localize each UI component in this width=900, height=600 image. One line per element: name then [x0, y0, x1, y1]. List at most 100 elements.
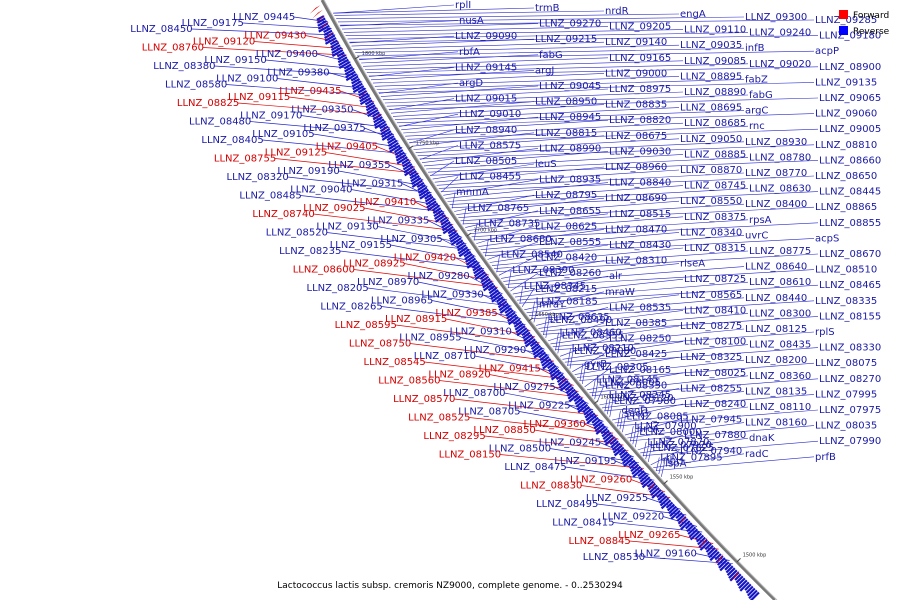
reverse-gene-label[interactable]: LLNZ_09175	[182, 18, 244, 29]
reverse-gene-label[interactable]: LLNZ_09445	[233, 12, 295, 23]
reverse-gene-label[interactable]: LLNZ_09205	[609, 22, 671, 33]
forward-gene-label[interactable]: LLNZ_08920	[428, 370, 490, 381]
reverse-gene-label[interactable]: LLNZ_09155	[330, 240, 392, 251]
reverse-gene-label[interactable]: LLNZ_09035	[680, 40, 742, 51]
reverse-gene-label[interactable]: LLNZ_09355	[328, 160, 390, 171]
reverse-gene-label[interactable]: LLNZ_08470	[605, 224, 667, 235]
reverse-gene-label[interactable]: uvrC	[745, 230, 768, 241]
reverse-gene-label[interactable]: gyrB	[584, 359, 607, 370]
reverse-gene-label[interactable]: LLNZ_09145	[455, 62, 517, 73]
forward-gene-label[interactable]: LLNZ_09125	[265, 148, 327, 159]
reverse-gene-label[interactable]: LLNZ_09060	[815, 109, 877, 120]
reverse-gene-label[interactable]: acpS	[815, 233, 839, 244]
forward-gene-label[interactable]: LLNZ_08295	[423, 431, 485, 442]
reverse-gene-label[interactable]: LLNZ_08275	[680, 321, 742, 332]
forward-gene-label[interactable]: LLNZ_08150	[439, 450, 501, 461]
reverse-gene-label[interactable]: LLNZ_09090	[455, 31, 517, 42]
reverse-gene-label[interactable]: LLNZ_08165	[609, 365, 671, 376]
reverse-gene-label[interactable]: LLNZ_07880	[684, 430, 746, 441]
reverse-gene-label[interactable]: LLNZ_09220	[602, 512, 664, 523]
forward-gene-label[interactable]: LLNZ_09405	[316, 142, 378, 153]
reverse-gene-label[interactable]: LLNZ_08855	[819, 218, 881, 229]
reverse-gene-label[interactable]: LLNZ_08640	[745, 262, 807, 273]
reverse-gene-label[interactable]: LLNZ_08540	[501, 250, 563, 261]
reverse-gene-label[interactable]: LLNZ_08210	[572, 343, 634, 354]
reverse-gene-label[interactable]: LLNZ_08955	[399, 333, 461, 344]
reverse-gene-label[interactable]: LLNZ_09135	[815, 77, 877, 88]
reverse-gene-label[interactable]: LLNZ_08460	[560, 328, 622, 339]
forward-gene-label[interactable]: LLNZ_08925	[343, 259, 405, 270]
reverse-gene-label[interactable]: LLNZ_08710	[414, 351, 476, 362]
reverse-gene-label[interactable]: LLNZ_09045	[539, 81, 601, 92]
reverse-gene-label[interactable]: LLNZ_09160	[635, 549, 697, 560]
reverse-gene-label[interactable]: LLNZ_08265	[320, 302, 382, 313]
reverse-gene-label[interactable]: LLNZ_08695	[680, 103, 742, 114]
forward-gene-label[interactable]: LLNZ_09435	[279, 86, 341, 97]
reverse-gene-label[interactable]: LLNZ_08895	[680, 71, 742, 82]
reverse-gene-label[interactable]: LLNZ_09330	[421, 290, 483, 301]
reverse-gene-label[interactable]: LLNZ_09100	[216, 74, 278, 85]
reverse-gene-label[interactable]: LLNZ_09170	[240, 111, 302, 122]
reverse-gene-label[interactable]: LLNZ_08355	[562, 331, 624, 342]
reverse-gene-label[interactable]: LLNZ_08550	[680, 196, 742, 207]
reverse-gene-label[interactable]: LLNZ_07980	[614, 396, 676, 407]
reverse-gene-label[interactable]: rpsA	[749, 215, 772, 226]
reverse-gene-label[interactable]: LLNZ_07940	[680, 446, 742, 457]
reverse-gene-label[interactable]: mraW	[605, 287, 635, 298]
reverse-gene-label[interactable]: mnmA	[456, 187, 489, 198]
reverse-gene-label[interactable]: LLNZ_08375	[684, 212, 746, 223]
forward-gene-label[interactable]: LLNZ_08595	[335, 320, 397, 331]
reverse-gene-label[interactable]: LLNZ_08410	[684, 305, 746, 316]
reverse-gene-label[interactable]: LLNZ_08260	[539, 268, 601, 279]
reverse-gene-label[interactable]: LLNZ_08185	[536, 296, 598, 307]
reverse-gene-label[interactable]: LLNZ_08565	[680, 290, 742, 301]
reverse-gene-label[interactable]: LLNZ_08300	[749, 308, 811, 319]
reverse-gene-label[interactable]: LLNZ_09310	[450, 327, 512, 338]
reverse-gene-label[interactable]: LLNZ_08655	[539, 206, 601, 217]
reverse-gene-label[interactable]: LLNZ_08870	[680, 165, 742, 176]
reverse-gene-label[interactable]: LLNZ_09245	[539, 438, 601, 449]
reverse-gene-label[interactable]: LLNZ_08385	[605, 318, 667, 329]
reverse-gene-label[interactable]: LLNZ_08680	[489, 234, 551, 245]
reverse-gene-label[interactable]: argJ	[535, 65, 554, 76]
reverse-gene-label[interactable]: LLNZ_08945	[539, 112, 601, 123]
forward-gene-label[interactable]: LLNZ_09420	[394, 253, 456, 264]
reverse-gene-label[interactable]: LLNZ_08000	[639, 427, 701, 438]
reverse-gene-label[interactable]: LLNZ_08455	[459, 172, 521, 183]
reverse-gene-label[interactable]: LLNZ_08345	[524, 281, 586, 292]
reverse-gene-label[interactable]: LLNZ_09030	[609, 146, 671, 157]
reverse-gene-label[interactable]: LLNZ_08025	[684, 368, 746, 379]
reverse-gene-label[interactable]: LLNZ_09110	[684, 25, 746, 36]
reverse-gene-label[interactable]: LLNZ_08420	[535, 253, 597, 264]
reverse-gene-label[interactable]: LLNZ_09005	[819, 124, 881, 135]
reverse-gene-label[interactable]: infB	[745, 43, 765, 54]
reverse-gene-label[interactable]: rbfA	[459, 47, 480, 58]
reverse-gene-label[interactable]: trmB	[535, 3, 560, 14]
reverse-gene-label[interactable]: rlseA	[680, 259, 705, 270]
reverse-gene-label[interactable]: LLNZ_09085	[684, 56, 746, 67]
forward-gene-label[interactable]: LLNZ_09120	[193, 37, 255, 48]
reverse-gene-label[interactable]: LLNZ_09215	[535, 34, 597, 45]
reverse-gene-label[interactable]: LLNZ_09010	[459, 109, 521, 120]
reverse-gene-label[interactable]: LLNZ_07900	[634, 421, 696, 432]
reverse-gene-label[interactable]: LLNZ_09290	[464, 345, 526, 356]
forward-gene-label[interactable]: LLNZ_08750	[349, 339, 411, 350]
reverse-gene-label[interactable]: LLNZ_09140	[605, 37, 667, 48]
reverse-gene-label[interactable]: LLNZ_08340	[680, 227, 742, 238]
forward-gene-label[interactable]: LLNZ_08850	[473, 425, 535, 436]
reverse-gene-label[interactable]: LLNZ_08440	[745, 293, 807, 304]
reverse-gene-label[interactable]: LLNZ_08685	[684, 118, 746, 129]
reverse-gene-label[interactable]: LLNZ_08990	[539, 143, 601, 154]
reverse-gene-label[interactable]: LLNZ_09020	[749, 59, 811, 70]
reverse-gene-label[interactable]: LLNZ_08400	[745, 199, 807, 210]
reverse-gene-label[interactable]: fabG	[749, 90, 773, 101]
reverse-gene-label[interactable]: ribH	[663, 455, 684, 466]
reverse-gene-label[interactable]: LLNZ_08960	[605, 162, 667, 173]
reverse-gene-label[interactable]: LLNZ_07995	[815, 389, 877, 400]
reverse-gene-label[interactable]: LLNZ_08485	[239, 191, 301, 202]
reverse-gene-label[interactable]: LLNZ_09065	[819, 93, 881, 104]
reverse-gene-label[interactable]: fabG	[539, 50, 563, 61]
forward-gene-label[interactable]: LLNZ_08560	[378, 376, 440, 387]
reverse-gene-label[interactable]: LLNZ_08160	[745, 418, 807, 429]
reverse-gene-label[interactable]: LLNZ_09150	[204, 55, 266, 66]
